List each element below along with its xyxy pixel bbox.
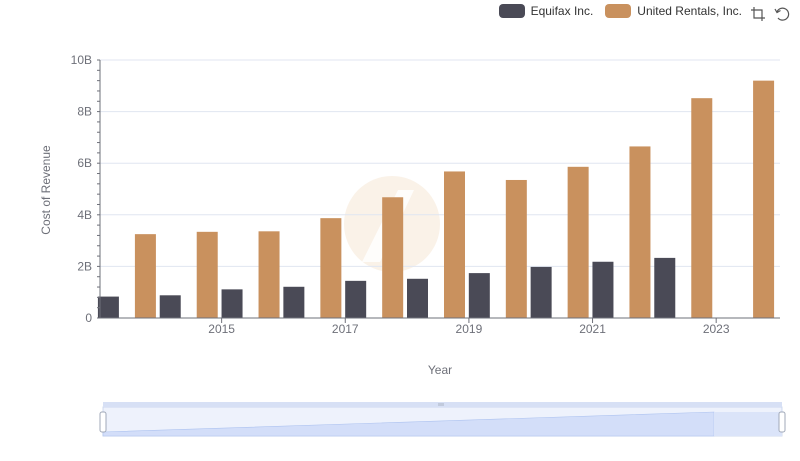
x-axis: 2015 2017 2019 2021 2023 (100, 317, 780, 336)
zoom-select-icon[interactable] (750, 6, 766, 22)
bar-united-rentals-2014[interactable] (134, 234, 156, 318)
y-axis-label: Cost of Revenue (39, 145, 53, 235)
data-zoom-slider[interactable] (99, 402, 786, 437)
restore-icon[interactable] (774, 6, 790, 22)
bar-united-rentals-2015[interactable] (196, 231, 218, 318)
legend-item-equifax[interactable]: Equifax Inc. (498, 4, 594, 18)
y-tick-label: 0 (85, 311, 92, 325)
legend-swatch-equifax (498, 4, 525, 18)
y-tick-label: 4B (77, 208, 92, 222)
legend-item-united-rentals[interactable]: United Rentals, Inc. (605, 4, 742, 18)
datazoom-selected-range[interactable] (103, 407, 782, 436)
legend: Equifax Inc. United Rentals, Inc. (498, 4, 742, 18)
bar-united-rentals-2021[interactable] (567, 166, 589, 318)
bar-equifax-2022[interactable] (592, 261, 614, 318)
bar-united-rentals-2024[interactable] (753, 80, 775, 318)
datazoom-preview-tail (714, 412, 782, 436)
bar-united-rentals-2018[interactable] (382, 197, 404, 318)
legend-label-equifax: Equifax Inc. (530, 4, 594, 18)
bar-united-rentals-2016[interactable] (258, 231, 280, 318)
y-tick-label: 2B (77, 259, 92, 273)
bar-equifax-2021[interactable] (530, 266, 552, 318)
bar-equifax-2023[interactable] (654, 257, 676, 318)
datazoom-handle-right[interactable] (778, 411, 786, 433)
y-axis: 0 2B 4B 6B 8B 10B (71, 53, 101, 325)
bar-equifax-2014[interactable] (97, 296, 119, 318)
x-tick-label: 2021 (579, 322, 606, 336)
x-tick-label: 2015 (208, 322, 235, 336)
datazoom-handle-left[interactable] (99, 411, 107, 433)
bar-united-rentals-2022[interactable] (629, 146, 651, 318)
toolbox (750, 6, 790, 22)
x-axis-label: Year (428, 363, 452, 377)
bar-equifax-2017[interactable] (283, 286, 305, 318)
legend-label-united-rentals: United Rentals, Inc. (637, 4, 742, 18)
bar-series (97, 80, 775, 319)
bar-united-rentals-2020[interactable] (505, 179, 527, 318)
bar-united-rentals-2017[interactable] (320, 218, 342, 318)
legend-swatch-united-rentals (605, 4, 632, 18)
y-tick-label: 6B (77, 156, 92, 170)
bar-equifax-2020[interactable] (468, 273, 490, 318)
bar-equifax-2018[interactable] (345, 280, 367, 318)
datazoom-move-bar[interactable] (103, 402, 782, 407)
bar-equifax-2016[interactable] (221, 289, 243, 318)
bar-equifax-2019[interactable] (407, 278, 428, 318)
bar-united-rentals-2019[interactable] (444, 171, 465, 318)
x-tick-label: 2019 (456, 322, 483, 336)
x-tick-label: 2023 (703, 322, 730, 336)
bar-equifax-2015[interactable] (159, 295, 181, 318)
x-tick-label: 2017 (332, 322, 359, 336)
bar-united-rentals-2023[interactable] (691, 98, 713, 319)
y-tick-label: 10B (71, 53, 92, 67)
y-tick-label: 8B (77, 105, 92, 119)
